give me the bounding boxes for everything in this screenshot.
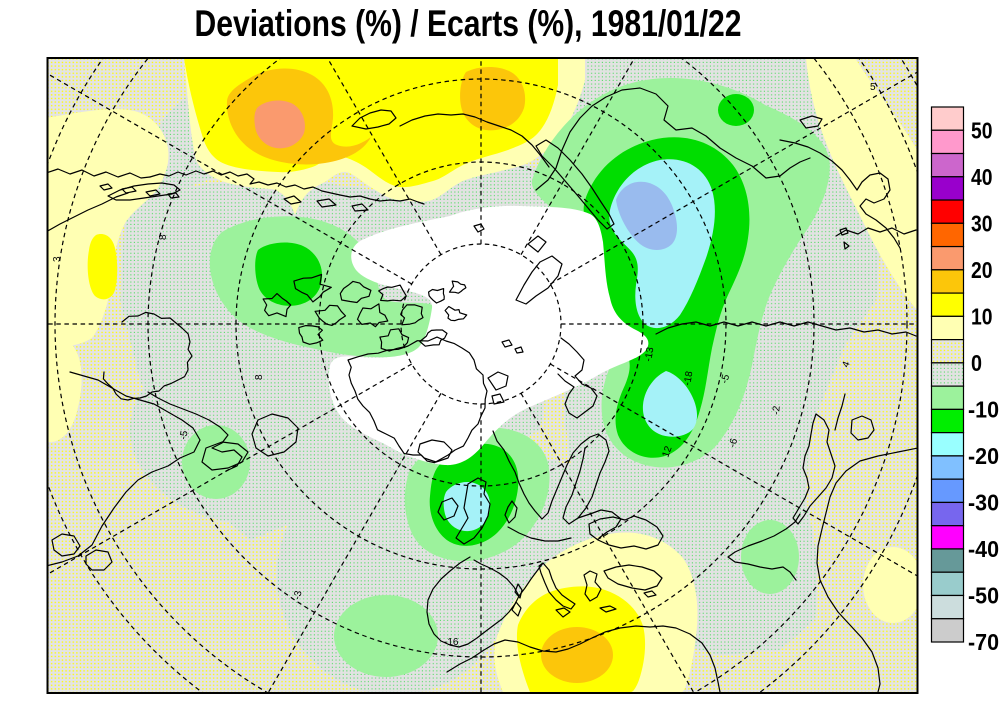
- svg-text:3: 3: [52, 256, 63, 262]
- svg-text:12: 12: [660, 444, 674, 459]
- svg-text:-5: -5: [178, 429, 190, 440]
- svg-text:-20: -20: [968, 443, 999, 469]
- svg-text:10: 10: [971, 304, 993, 330]
- svg-text:-18: -18: [682, 370, 695, 387]
- svg-text:-50: -50: [968, 583, 999, 609]
- svg-text:5: 5: [870, 82, 876, 93]
- svg-text:-6: -6: [727, 437, 740, 449]
- svg-text:Deviations (%) / Ecarts (%), 1: Deviations (%) / Ecarts (%), 1981/01/22: [195, 3, 742, 44]
- svg-text:50: 50: [971, 118, 993, 144]
- svg-text:-16: -16: [444, 637, 459, 648]
- svg-text:-10: -10: [968, 397, 999, 423]
- svg-text:-40: -40: [968, 536, 999, 562]
- svg-text:0: 0: [971, 350, 982, 376]
- svg-text:30: 30: [971, 211, 993, 237]
- svg-text:8: 8: [254, 374, 265, 380]
- svg-text:40: 40: [971, 164, 993, 190]
- svg-text:4: 4: [840, 360, 852, 369]
- svg-text:-70: -70: [968, 629, 999, 655]
- svg-text:20: 20: [971, 257, 993, 283]
- svg-text:-2: -2: [771, 405, 783, 415]
- svg-text:-13: -13: [643, 346, 656, 363]
- svg-text:-5: -5: [719, 373, 732, 385]
- svg-text:-30: -30: [968, 490, 999, 516]
- svg-text:-3: -3: [292, 589, 304, 600]
- svg-text:8: 8: [158, 234, 169, 240]
